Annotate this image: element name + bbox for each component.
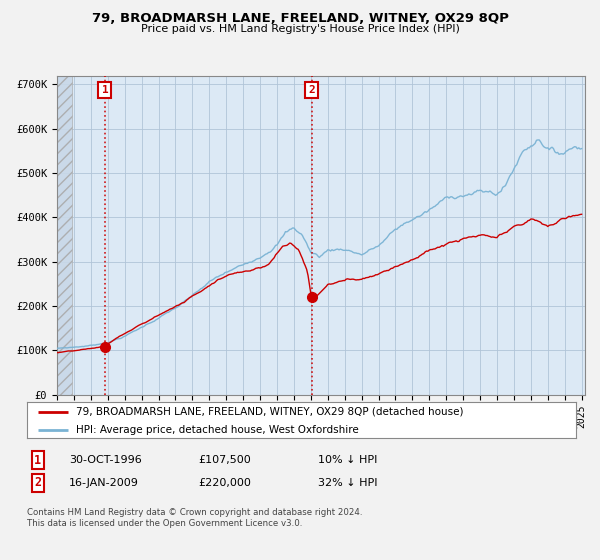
Bar [57, 76, 72, 395]
Text: 2: 2 [34, 476, 41, 489]
Text: £107,500: £107,500 [198, 455, 251, 465]
Text: £220,000: £220,000 [198, 478, 251, 488]
Text: 2: 2 [308, 85, 315, 95]
Text: Price paid vs. HM Land Registry's House Price Index (HPI): Price paid vs. HM Land Registry's House … [140, 24, 460, 34]
Text: HPI: Average price, detached house, West Oxfordshire: HPI: Average price, detached house, West… [76, 425, 359, 435]
Text: 79, BROADMARSH LANE, FREELAND, WITNEY, OX29 8QP: 79, BROADMARSH LANE, FREELAND, WITNEY, O… [92, 12, 508, 25]
Text: 1: 1 [34, 454, 41, 467]
Text: 16-JAN-2009: 16-JAN-2009 [69, 478, 139, 488]
Text: 79, BROADMARSH LANE, FREELAND, WITNEY, OX29 8QP (detached house): 79, BROADMARSH LANE, FREELAND, WITNEY, O… [76, 407, 464, 417]
Text: Contains HM Land Registry data © Crown copyright and database right 2024.
This d: Contains HM Land Registry data © Crown c… [27, 508, 362, 528]
Text: 10% ↓ HPI: 10% ↓ HPI [318, 455, 377, 465]
Text: 30-OCT-1996: 30-OCT-1996 [69, 455, 142, 465]
Text: 32% ↓ HPI: 32% ↓ HPI [318, 478, 377, 488]
Text: 1: 1 [101, 85, 108, 95]
